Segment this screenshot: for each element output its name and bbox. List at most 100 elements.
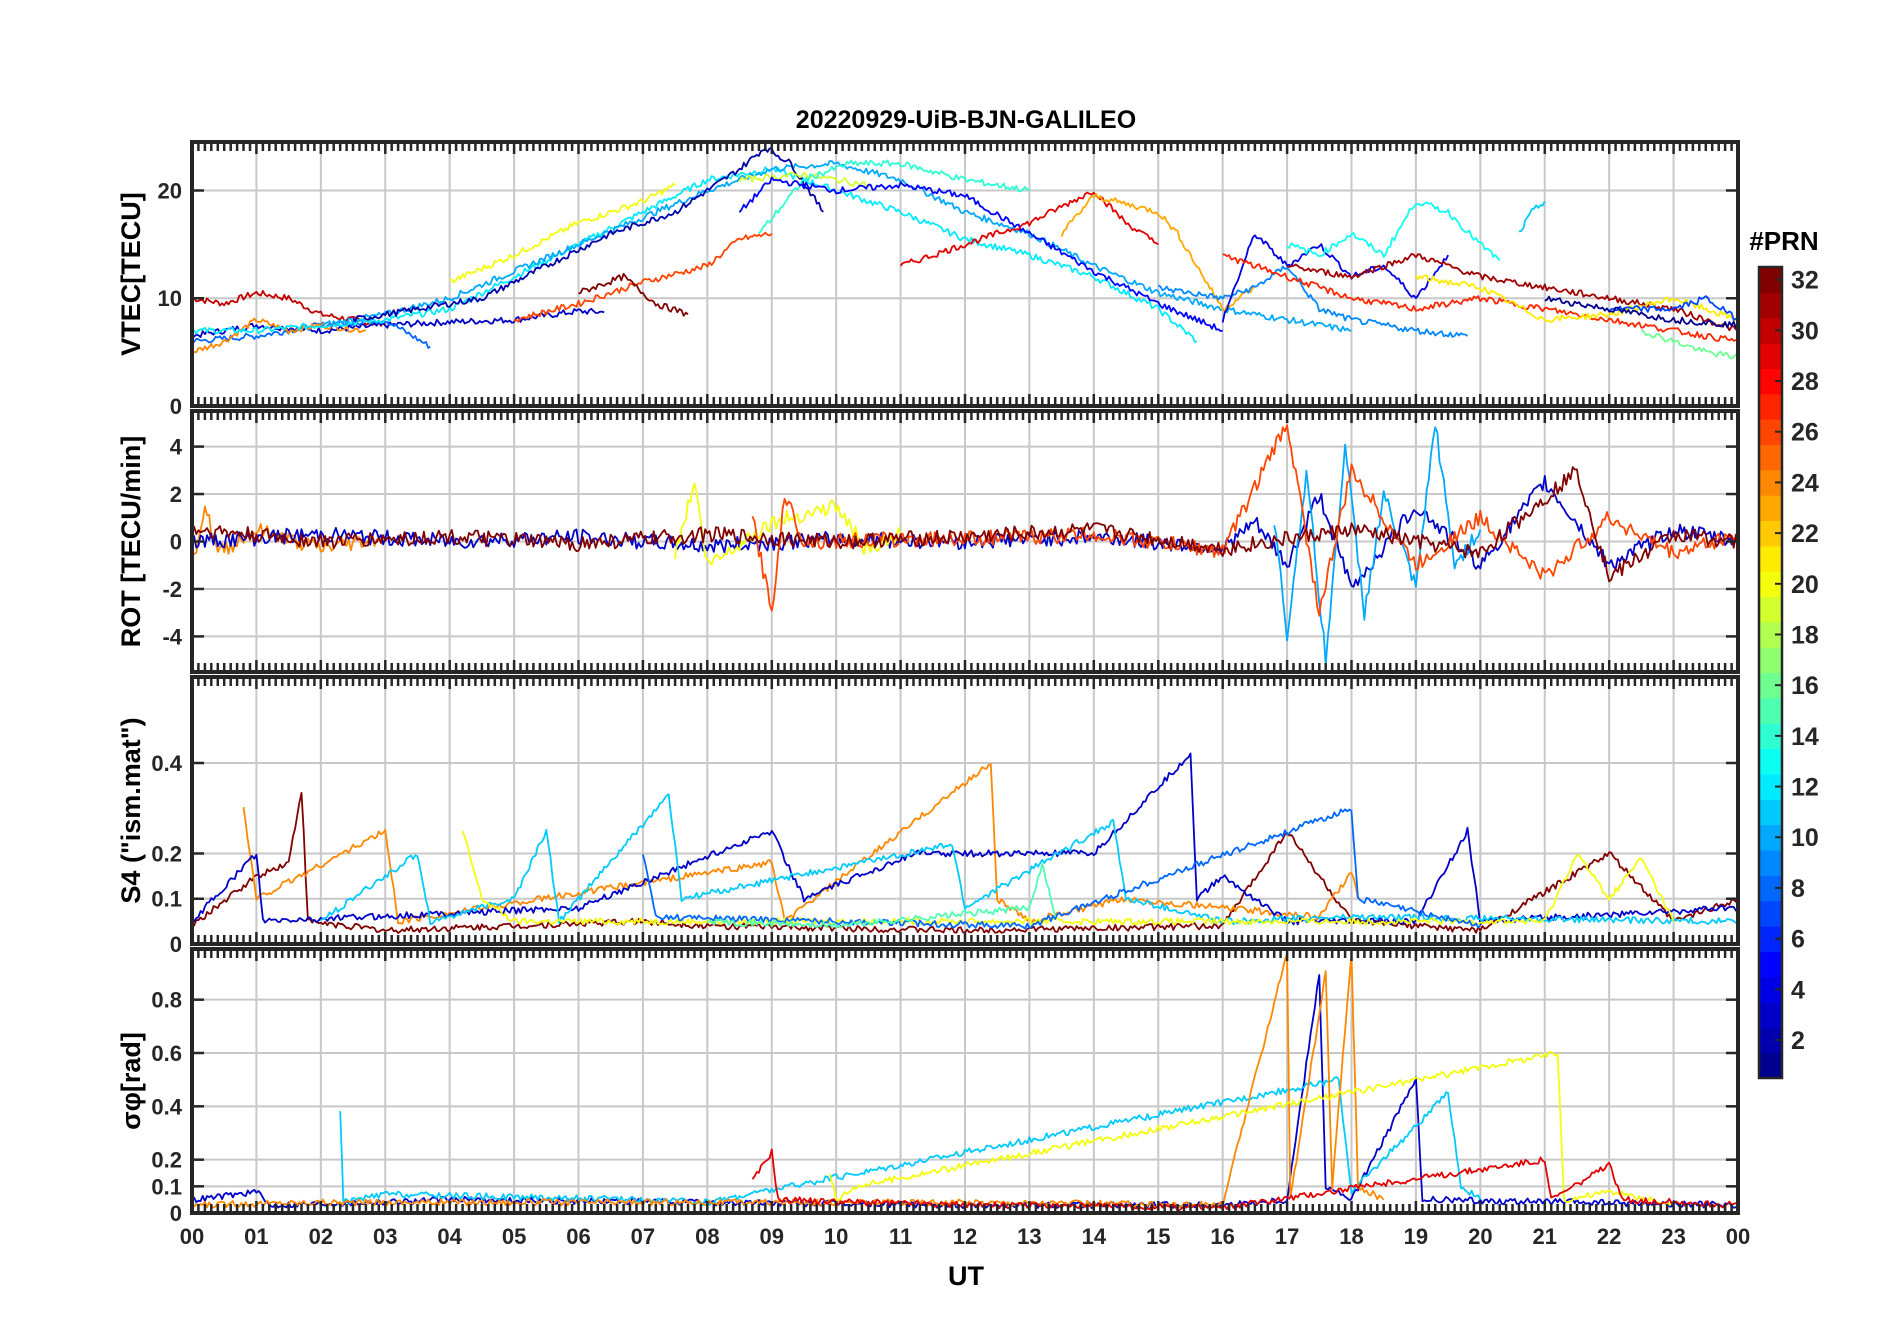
traces-vtec bbox=[192, 147, 1738, 360]
colorbar-tick-label-8: 18 bbox=[1791, 621, 1819, 649]
y-tick-label-s4-0: 0 bbox=[170, 932, 182, 957]
y-tick-label-vtec-0: 0 bbox=[170, 394, 182, 419]
x-tick-label-19: 19 bbox=[1404, 1224, 1428, 1249]
colorbar-tick-label-9: 20 bbox=[1791, 571, 1819, 599]
colorbar-tick-label-1: 4 bbox=[1791, 976, 1805, 1004]
y-tick-label-rot-2: 0 bbox=[170, 530, 182, 555]
trace-rot-prn-32 bbox=[192, 466, 1738, 583]
colorbar-segment-11 bbox=[1759, 799, 1782, 826]
x-tick-label-8: 08 bbox=[695, 1224, 719, 1249]
x-tick-label-4: 04 bbox=[437, 1224, 462, 1249]
x-tick-label-22: 22 bbox=[1597, 1224, 1621, 1249]
colorbar-segment-10 bbox=[1759, 824, 1782, 851]
colorbar-segment-12 bbox=[1759, 773, 1782, 800]
colorbar-segment-22 bbox=[1759, 520, 1782, 547]
trace-s4-prn-15 bbox=[706, 863, 1057, 929]
colorbar-segment-8 bbox=[1759, 875, 1782, 902]
colorbar-segment-19 bbox=[1759, 596, 1782, 623]
y-tick-label-sigma_phi-5: 0.8 bbox=[151, 988, 182, 1013]
trace-vtec-prn-5 bbox=[738, 176, 1223, 332]
trace-vtec-prn-16 bbox=[1640, 328, 1738, 360]
x-ticks-rot bbox=[190, 411, 1740, 672]
colorbar-segment-1 bbox=[1759, 1052, 1782, 1079]
x-tick-label-14: 14 bbox=[1082, 1224, 1107, 1249]
colorbar-segment-2 bbox=[1759, 1027, 1782, 1054]
y-tick-label-rot-4: 4 bbox=[170, 435, 183, 460]
colorbar-segment-24 bbox=[1759, 469, 1782, 496]
x-tick-label-18: 18 bbox=[1339, 1224, 1363, 1249]
colorbar-segment-16 bbox=[1759, 672, 1782, 699]
colorbar-tick-label-3: 8 bbox=[1791, 875, 1805, 903]
trace-vtec-prn-14 bbox=[758, 159, 1030, 234]
trace-sigma_phi-prn-20 bbox=[828, 1051, 1675, 1206]
colorbar-segment-23 bbox=[1759, 495, 1782, 522]
y-axis-label-vtec: VTEC[TECU] bbox=[116, 192, 146, 356]
trace-s4-prn-3 bbox=[192, 752, 1738, 926]
colorbar-tick-label-14: 30 bbox=[1791, 317, 1819, 345]
colorbar-segment-17 bbox=[1759, 647, 1782, 674]
colorbar-segment-30 bbox=[1759, 317, 1782, 344]
colorbar-tick-label-7: 16 bbox=[1791, 672, 1819, 700]
y-tick-label-sigma_phi-2: 0.2 bbox=[151, 1148, 182, 1173]
colorbar-tick-label-4: 10 bbox=[1791, 824, 1819, 852]
trace-vtec-prn-27 bbox=[1222, 253, 1738, 343]
y-axis-label-s4: S4 ("ism.mat") bbox=[116, 717, 146, 903]
trace-vtec-prn-20 bbox=[449, 182, 676, 284]
trace-vtec-prn-13 bbox=[1286, 201, 1501, 262]
colorbar-segment-3 bbox=[1759, 1001, 1782, 1028]
x-ticks-vtec bbox=[190, 142, 1740, 406]
x-ticks-sigma_phi bbox=[190, 949, 1740, 1213]
x-tick-label-3: 03 bbox=[373, 1224, 397, 1249]
colorbar-tick-label-11: 24 bbox=[1791, 469, 1819, 497]
trace-sigma_phi-prn-29 bbox=[751, 1148, 1738, 1212]
trace-rot-prn-10 bbox=[1273, 426, 1482, 666]
trace-vtec-prn-31 bbox=[1286, 252, 1738, 332]
x-tick-label-0: 00 bbox=[180, 1224, 204, 1249]
y-tick-label-rot-1: -2 bbox=[162, 577, 182, 602]
colorbar-segment-18 bbox=[1759, 621, 1782, 648]
trace-rot-prn-20 bbox=[674, 482, 902, 566]
y-tick-label-s4-3: 0.4 bbox=[151, 751, 182, 776]
trace-rot-prn-26 bbox=[751, 424, 1738, 617]
colorbar-segment-20 bbox=[1759, 571, 1782, 598]
x-tick-label-5: 05 bbox=[502, 1224, 526, 1249]
panel-sigma_phi: 00.10.2 0.4 0.6 0.8σφ[rad] bbox=[116, 947, 1740, 1226]
colorbar-tick-label-12: 26 bbox=[1791, 419, 1819, 447]
x-tick-label-10: 10 bbox=[824, 1224, 848, 1249]
trace-vtec-prn-1 bbox=[1544, 295, 1738, 329]
trace-s4-prn-20 bbox=[461, 830, 1675, 926]
panel-rot: -4 -2 0 2 4 ROT [TECU/min] bbox=[116, 409, 1740, 674]
x-tick-label-13: 13 bbox=[1017, 1224, 1041, 1249]
x-tick-label-17: 17 bbox=[1275, 1224, 1299, 1249]
colorbar-tick-label-2: 6 bbox=[1791, 926, 1805, 954]
y-tick-label-vtec-1: 10 bbox=[158, 286, 182, 311]
x-tick-label-7: 07 bbox=[631, 1224, 655, 1249]
colorbar-segment-14 bbox=[1759, 723, 1782, 750]
x-tick-label-9: 09 bbox=[760, 1224, 784, 1249]
colorbar-segment-7 bbox=[1759, 900, 1782, 927]
chart-title: 20220929-UiB-BJN-GALILEO bbox=[796, 106, 1136, 134]
traces-rot bbox=[192, 424, 1738, 666]
x-tick-labels: 00 01 02 03 04 05 06 07 08 09 10 11 12 13 14 15 16 17 18 19… bbox=[180, 1224, 1750, 1249]
colorbar-tick-label-5: 12 bbox=[1791, 774, 1819, 802]
x-axis-label: UT bbox=[948, 1261, 984, 1291]
colorbar-segment-25 bbox=[1759, 444, 1782, 471]
trace-rot-prn-24 bbox=[192, 505, 387, 558]
colorbar-segment-31 bbox=[1759, 292, 1782, 319]
trace-vtec-prn-11 bbox=[1518, 200, 1546, 233]
x-tick-label-23: 23 bbox=[1661, 1224, 1685, 1249]
trace-s4-prn-11 bbox=[320, 793, 1738, 926]
trace-vtec-prn-10 bbox=[320, 160, 1352, 333]
trace-vtec-prn-23 bbox=[1060, 192, 1256, 312]
colorbar-segment-28 bbox=[1759, 368, 1782, 395]
y-tick-label-sigma_phi-3: 0.4 bbox=[151, 1094, 182, 1119]
x-tick-label-16: 16 bbox=[1210, 1224, 1234, 1249]
colorbar-segment-21 bbox=[1759, 545, 1782, 572]
y-axis-label-sigma_phi: σφ[rad] bbox=[116, 1032, 146, 1130]
y-tick-label-rot-0: -4 bbox=[162, 624, 182, 649]
trace-vtec-prn-2 bbox=[352, 147, 824, 323]
trace-vtec-prn-3 bbox=[192, 307, 605, 340]
colorbar-segment-13 bbox=[1759, 748, 1782, 775]
colorbar-tick-label-13: 28 bbox=[1791, 368, 1819, 396]
trace-vtec-prn-19 bbox=[738, 171, 869, 188]
